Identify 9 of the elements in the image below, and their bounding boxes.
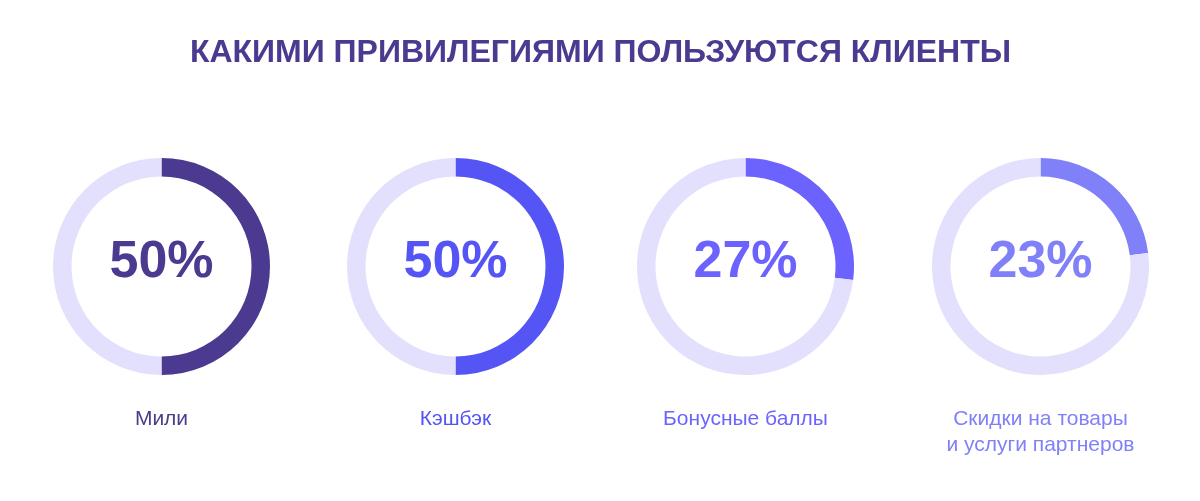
text: Мили	[134, 405, 189, 429]
text: 23%	[988, 229, 1093, 288]
text: 50%	[109, 229, 214, 288]
text: 27%	[693, 229, 798, 288]
text: Кэшбэк	[419, 405, 493, 429]
text: КАКИМИ ПРИВИЛЕГИЯМИ ПОЛЬЗУЮТСЯ КЛИЕНТЫ	[189, 32, 1012, 69]
text: Бонусные баллы	[663, 405, 828, 429]
text: Скидки на товары и услуги партнеров	[946, 405, 1135, 455]
text: 50%	[403, 229, 508, 288]
